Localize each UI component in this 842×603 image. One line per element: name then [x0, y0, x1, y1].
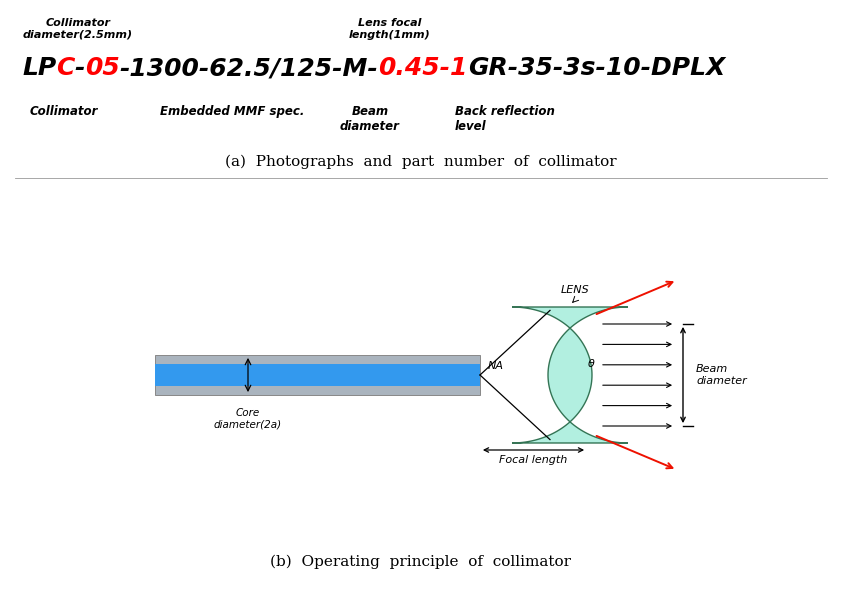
Text: GR-35-3s-10-DPLX: GR-35-3s-10-DPLX — [468, 56, 725, 80]
Text: $\theta$: $\theta$ — [587, 357, 595, 369]
Text: Focal length: Focal length — [499, 455, 568, 465]
Text: Lens focal
length(1mm): Lens focal length(1mm) — [349, 18, 431, 40]
Text: Embedded MMF spec.: Embedded MMF spec. — [160, 105, 304, 118]
Text: Beam
diameter: Beam diameter — [340, 105, 400, 133]
Text: LENS: LENS — [561, 285, 589, 295]
Text: (b)  Operating  principle  of  collimator: (b) Operating principle of collimator — [270, 555, 572, 569]
Text: 0.45-1: 0.45-1 — [379, 56, 468, 80]
Text: Core
diameter(2a): Core diameter(2a) — [214, 408, 282, 429]
Text: (a)  Photographs  and  part  number  of  collimator: (a) Photographs and part number of colli… — [225, 155, 617, 169]
Text: Collimator
diameter(2.5mm): Collimator diameter(2.5mm) — [23, 18, 133, 40]
Text: 05: 05 — [85, 56, 120, 80]
Bar — [155, 364, 480, 386]
Text: LP: LP — [22, 56, 56, 80]
Text: C: C — [56, 56, 75, 80]
Text: Collimator: Collimator — [30, 105, 99, 118]
Text: NA: NA — [488, 361, 504, 371]
Text: -1300-62.5/125-M-: -1300-62.5/125-M- — [120, 56, 379, 80]
Bar — [155, 355, 480, 395]
Polygon shape — [512, 307, 628, 443]
Text: Beam
diameter: Beam diameter — [696, 364, 747, 386]
Text: -: - — [75, 56, 85, 80]
Text: Back reflection
level: Back reflection level — [455, 105, 555, 133]
